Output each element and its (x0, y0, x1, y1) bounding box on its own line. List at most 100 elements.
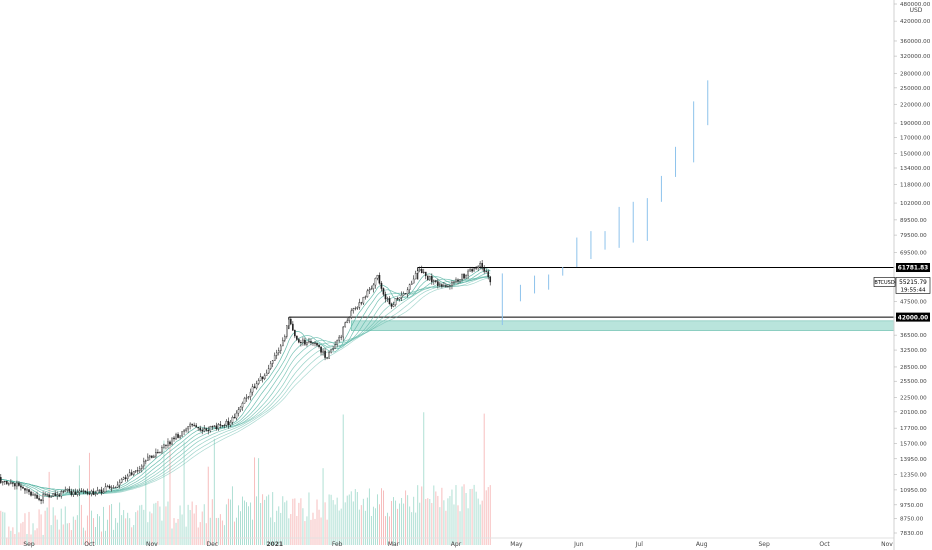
candle-body (471, 269, 473, 272)
volume-bar (44, 510, 46, 545)
candle-body (437, 281, 439, 286)
volume-bar (129, 518, 131, 545)
candle-body (420, 269, 423, 274)
volume-bar (233, 521, 235, 545)
candle-body (185, 428, 187, 431)
candle-body (469, 269, 471, 272)
price-tick-label: 25500.00 (900, 379, 927, 385)
volume-bar (0, 510, 2, 545)
candle-body (90, 490, 93, 494)
candle-body (318, 344, 320, 348)
volume-bar (80, 504, 82, 545)
volume-bar (340, 508, 342, 545)
volume-bar (258, 458, 260, 545)
volume-bar (262, 494, 264, 545)
volume-bar (127, 512, 129, 545)
candle-body (457, 279, 459, 282)
candle-body (201, 430, 204, 432)
candle-body (362, 297, 365, 304)
candle-body (60, 491, 63, 497)
candle-body (6, 481, 8, 484)
time-axis[interactable]: Sep Oct Nov Dec 2021 Feb Mar Apr May Jun Jul Aug Sep… (0, 537, 894, 548)
candle-body (431, 276, 433, 282)
volume-bar (320, 517, 322, 545)
price-tick-label: 32500.00 (900, 348, 927, 354)
candle-body (30, 491, 32, 496)
candle-body (219, 424, 222, 426)
volume-bar (72, 516, 74, 545)
time-tick-label: Mar (388, 541, 400, 548)
volume-bar (465, 493, 467, 545)
volume-bar (46, 507, 48, 545)
volume-bar (203, 504, 205, 545)
candle-body (4, 481, 6, 483)
volume-bar (429, 499, 431, 545)
volume-bar (276, 510, 278, 545)
projection-bar (604, 231, 606, 250)
candle-body (42, 494, 44, 501)
candle-body (350, 310, 353, 318)
current-price-label: 55215.79 (899, 280, 927, 286)
candle-body (124, 477, 127, 480)
candle-body (288, 318, 290, 326)
volume-bar (133, 525, 135, 545)
volume-bar (338, 510, 340, 545)
volume-bar (223, 525, 225, 545)
price-tick-label: 17700.00 (900, 426, 927, 432)
candle-body (167, 441, 169, 446)
candle-body (384, 294, 387, 300)
projection-bar (548, 274, 550, 290)
candle-body (130, 472, 133, 475)
candle-body (416, 270, 419, 274)
volume-bar (451, 489, 453, 545)
volume-bar (125, 518, 127, 545)
candle-body (128, 472, 131, 477)
candle-body (203, 428, 206, 432)
price-tick-label: 10950.00 (900, 488, 927, 494)
candle-body (465, 275, 467, 279)
volume-bar (348, 494, 350, 545)
candle-body (229, 422, 232, 426)
volume-bar (20, 523, 22, 545)
candle-body (281, 339, 284, 347)
volume-bar (421, 486, 423, 545)
candle-body (76, 492, 79, 495)
volume-bar (362, 498, 364, 545)
volume-bar (366, 497, 368, 545)
volume-bar (123, 510, 125, 545)
candle-body (241, 403, 244, 408)
price-tick-label: 36500.00 (900, 333, 927, 339)
volume-bar (393, 497, 394, 545)
volume-bar (215, 517, 217, 545)
candle-body (265, 372, 268, 376)
candle-body (344, 322, 347, 328)
candle-body (439, 284, 441, 286)
volume-bar (139, 505, 141, 545)
candle-body (211, 426, 214, 428)
candle-body (304, 339, 306, 345)
volume-bar (354, 489, 356, 545)
projection-bar (660, 175, 662, 202)
candle-body (449, 285, 451, 287)
volume-bar (439, 507, 441, 545)
price-tick-label: 79500.00 (900, 233, 927, 239)
symbol-badge-label: BTCUSD (874, 280, 895, 286)
volume-bar (294, 498, 296, 545)
volume-bar (352, 501, 354, 545)
candle-body (279, 345, 282, 351)
price-tick-label: 190000.00 (900, 121, 931, 127)
candle-body (463, 273, 465, 279)
volume-bar (183, 441, 185, 545)
volume-bar (115, 518, 117, 545)
volume-bar (425, 499, 427, 545)
candle-body (227, 420, 230, 426)
volume-bar (155, 502, 157, 545)
candle-body (175, 434, 177, 440)
candle-body (183, 430, 185, 432)
candle-body (66, 488, 69, 491)
volume-bar (229, 499, 231, 545)
volume-bar (8, 526, 10, 545)
candle-body (233, 417, 236, 419)
candle-body (114, 487, 117, 489)
